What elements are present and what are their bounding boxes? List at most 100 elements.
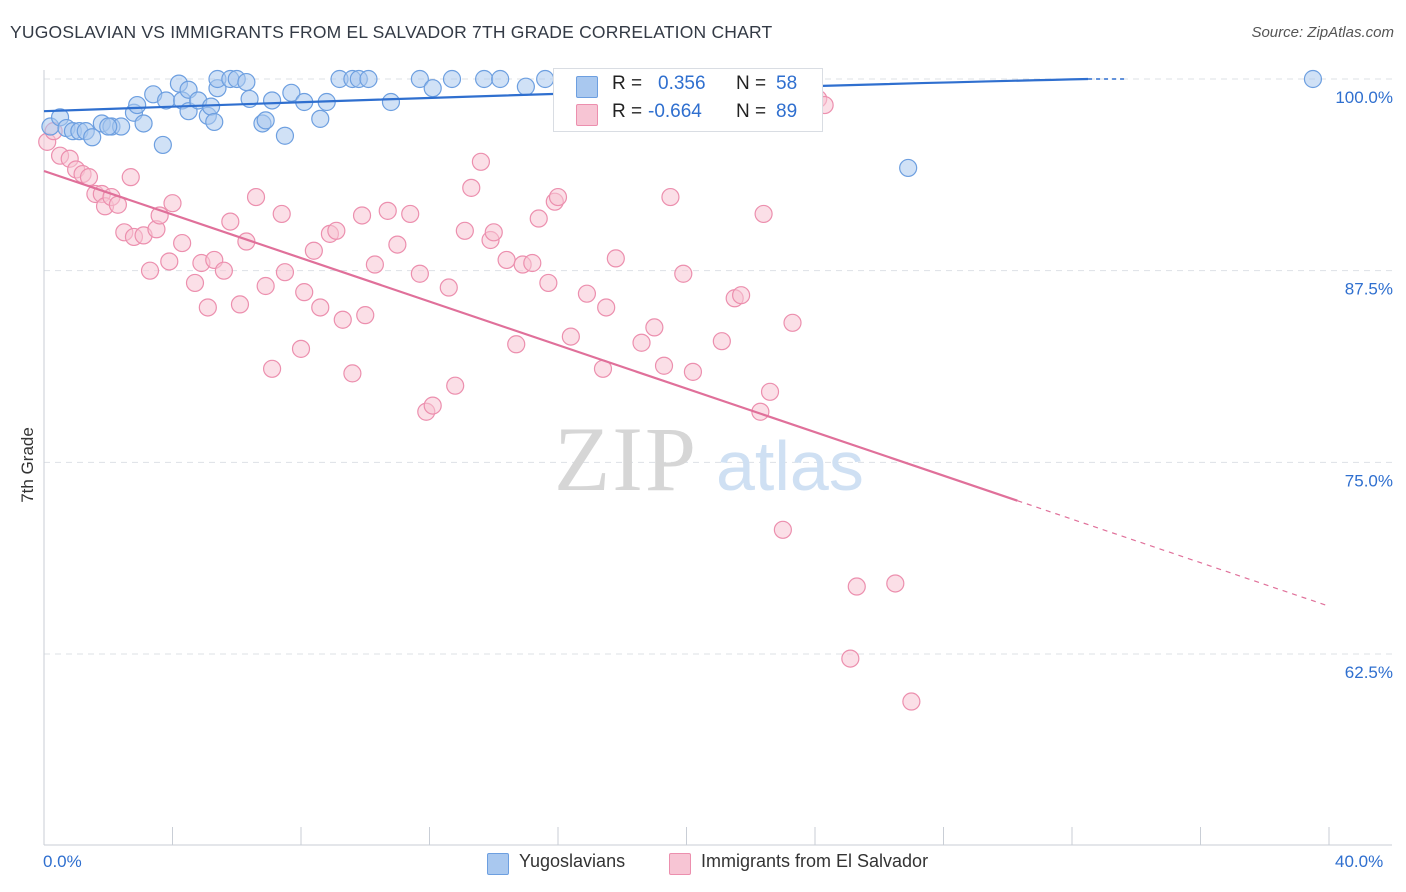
bottom-legend-label: Immigrants from El Salvador bbox=[701, 851, 929, 871]
data-point bbox=[230, 295, 250, 314]
data-point bbox=[134, 114, 153, 133]
y-tick-label: 62.5% bbox=[1345, 663, 1393, 682]
data-point bbox=[516, 77, 535, 96]
data-point bbox=[282, 83, 301, 102]
data-point bbox=[491, 69, 510, 89]
data-point bbox=[1303, 69, 1323, 89]
data-point bbox=[529, 209, 548, 228]
legend-n-value: 89 bbox=[776, 101, 798, 122]
legend-n-label: N = bbox=[736, 101, 767, 122]
data-point bbox=[645, 318, 664, 337]
legend-r-value: -0.664 bbox=[648, 101, 702, 122]
data-point bbox=[140, 261, 160, 280]
data-point bbox=[327, 221, 346, 240]
data-point bbox=[365, 255, 384, 274]
watermark: ZIP atlas bbox=[554, 408, 864, 510]
data-point bbox=[548, 187, 568, 207]
data-point bbox=[886, 574, 905, 593]
data-point bbox=[523, 253, 542, 273]
x-tick-label-max: 40.0% bbox=[1335, 852, 1384, 871]
legend-r-value: 0.356 bbox=[658, 73, 706, 94]
chart-title: YUGOSLAVIAN VS IMMIGRANTS FROM EL SALVAD… bbox=[10, 22, 773, 42]
data-point bbox=[352, 206, 372, 225]
data-point bbox=[295, 283, 314, 302]
data-point bbox=[847, 577, 866, 596]
data-point bbox=[484, 223, 503, 242]
data-point bbox=[462, 178, 481, 197]
data-point bbox=[475, 69, 494, 89]
data-point bbox=[841, 649, 860, 668]
data-point bbox=[262, 359, 282, 378]
data-point bbox=[661, 187, 680, 207]
data-point bbox=[455, 221, 474, 240]
data-point bbox=[173, 233, 192, 253]
data-point bbox=[632, 333, 651, 352]
data-point bbox=[577, 284, 597, 303]
trendline-el-salvador-extension bbox=[1017, 500, 1330, 607]
data-point bbox=[121, 168, 140, 187]
data-point bbox=[246, 187, 266, 207]
axes bbox=[43, 70, 1392, 846]
data-point bbox=[311, 298, 330, 317]
data-point bbox=[311, 109, 330, 128]
data-point bbox=[291, 339, 311, 358]
data-point bbox=[160, 252, 179, 271]
y-tick-label: 75.0% bbox=[1345, 471, 1393, 490]
y-tick-label: 100.0% bbox=[1335, 88, 1393, 107]
data-point bbox=[262, 91, 282, 110]
data-point bbox=[214, 261, 233, 280]
x-tick-label-min: 0.0% bbox=[43, 852, 82, 871]
legend-swatch-pink bbox=[576, 104, 598, 126]
data-point bbox=[256, 276, 275, 296]
data-point bbox=[275, 126, 295, 145]
legend-r-label: R = bbox=[612, 73, 643, 94]
data-point bbox=[507, 335, 526, 354]
data-point bbox=[205, 112, 224, 132]
data-point bbox=[654, 356, 674, 375]
data-point bbox=[198, 298, 217, 317]
data-point bbox=[185, 273, 205, 293]
data-point bbox=[388, 235, 407, 254]
data-point bbox=[446, 376, 465, 395]
data-point bbox=[83, 128, 102, 147]
data-point bbox=[773, 520, 792, 539]
data-point bbox=[410, 69, 429, 89]
bottom-legend-swatch-pink bbox=[669, 853, 691, 875]
data-point bbox=[471, 152, 490, 171]
data-point bbox=[153, 135, 172, 155]
data-point bbox=[760, 382, 780, 401]
data-point bbox=[423, 79, 442, 98]
data-point bbox=[536, 69, 555, 89]
data-point bbox=[712, 332, 731, 351]
bottom-legend-label: Yugoslavians bbox=[519, 851, 626, 871]
trendlines bbox=[43, 77, 1330, 607]
data-point bbox=[539, 273, 558, 293]
watermark-atlas: atlas bbox=[716, 427, 864, 505]
legend-n-value: 58 bbox=[776, 73, 798, 94]
data-point bbox=[899, 158, 918, 178]
y-tick-labels: 62.5% 75.0% 87.5% 100.0% bbox=[1335, 88, 1393, 682]
data-point bbox=[378, 201, 397, 220]
data-point bbox=[381, 92, 401, 112]
data-point bbox=[163, 194, 182, 213]
legend-n-label: N = bbox=[736, 73, 767, 94]
data-point bbox=[442, 69, 462, 89]
y-tick-label: 87.5% bbox=[1345, 280, 1393, 299]
legend-swatch-blue bbox=[576, 76, 598, 98]
data-point bbox=[606, 249, 625, 268]
data-point bbox=[275, 263, 295, 282]
data-point bbox=[333, 310, 352, 329]
data-point bbox=[356, 306, 375, 325]
data-point bbox=[237, 72, 256, 92]
data-point bbox=[439, 278, 458, 297]
data-point bbox=[221, 212, 240, 231]
data-point bbox=[128, 95, 147, 115]
stats-legend: R = 0.356 N = 58 R = -0.664 N = 89 bbox=[553, 68, 823, 132]
data-point bbox=[410, 264, 429, 283]
data-point bbox=[343, 364, 362, 383]
data-point bbox=[754, 204, 773, 224]
data-point bbox=[732, 286, 751, 305]
data-point bbox=[783, 313, 802, 332]
data-point bbox=[423, 396, 442, 415]
